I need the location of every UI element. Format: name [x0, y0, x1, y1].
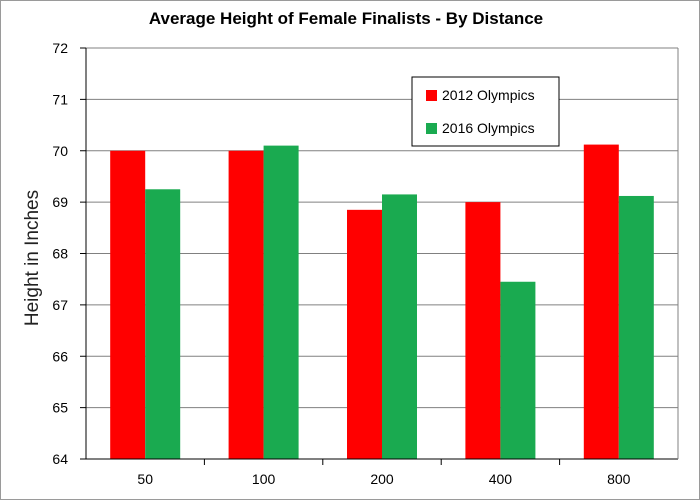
legend-swatch-2012: [426, 90, 437, 101]
bar-2012-50: [110, 150, 146, 459]
chart-title: Average Height of Female Finalists - By …: [149, 9, 543, 28]
legend: 2012 Olympics 2016 Olympics: [411, 76, 560, 147]
y-tick-label: 66: [52, 348, 68, 364]
y-tick-label: 70: [52, 143, 68, 159]
y-tick-label: 65: [52, 400, 68, 416]
bar-2012-100: [228, 150, 264, 459]
tick-labels: 64 65 66 67 68 69 70 71 72 50 100 200 400 800: [52, 40, 630, 487]
y-tick-label: 69: [52, 194, 68, 210]
y-tick-label: 71: [52, 91, 68, 107]
bar-2016-800: [618, 195, 654, 459]
bar-2012-400: [465, 202, 501, 459]
bar-2016-200: [382, 194, 417, 459]
bars: [110, 144, 654, 460]
x-tick-label: 50: [137, 471, 153, 487]
x-tick-label: 200: [370, 471, 394, 487]
bar-2012-800: [583, 144, 619, 459]
bar-2012-200: [347, 209, 382, 459]
x-tick-label: 400: [489, 471, 513, 487]
y-tick-label: 68: [52, 246, 68, 262]
y-tick-label: 64: [52, 451, 68, 467]
y-tick-label: 67: [52, 297, 68, 313]
bar-2016-100: [263, 145, 299, 460]
bar-2016-50: [145, 189, 181, 459]
legend-label-2016: 2016 Olympics: [442, 120, 535, 136]
y-tick-label: 72: [52, 40, 68, 56]
y-axis-label: Height in Inches: [22, 190, 43, 326]
legend-swatch-2016: [426, 123, 437, 134]
bar-2016-400: [500, 281, 536, 459]
x-tick-label: 800: [607, 471, 631, 487]
legend-label-2012: 2012 Olympics: [442, 87, 535, 103]
x-tick-label: 100: [252, 471, 276, 487]
axes: [80, 47, 679, 465]
legend-box: [411, 76, 560, 147]
